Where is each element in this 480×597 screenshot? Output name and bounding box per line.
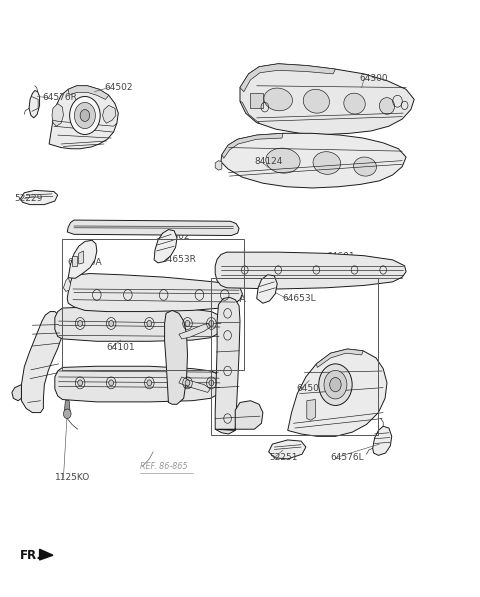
Text: 64576R: 64576R [42, 93, 77, 102]
Polygon shape [316, 349, 363, 367]
Polygon shape [215, 401, 263, 430]
Polygon shape [165, 310, 188, 404]
Polygon shape [63, 278, 71, 291]
Polygon shape [21, 190, 58, 205]
Polygon shape [68, 86, 109, 100]
Text: 64502: 64502 [104, 83, 132, 92]
Circle shape [109, 380, 114, 386]
Circle shape [147, 321, 152, 327]
Polygon shape [79, 251, 84, 264]
Text: 64576L: 64576L [331, 453, 364, 462]
Ellipse shape [354, 157, 376, 176]
Polygon shape [240, 64, 414, 134]
Text: 52251: 52251 [270, 453, 298, 462]
Polygon shape [64, 401, 70, 411]
Ellipse shape [266, 148, 300, 173]
Circle shape [319, 364, 352, 405]
Polygon shape [55, 307, 222, 341]
Ellipse shape [264, 88, 292, 111]
Polygon shape [215, 252, 406, 289]
Text: 64602: 64602 [161, 232, 190, 241]
Polygon shape [179, 324, 210, 339]
Polygon shape [307, 399, 315, 420]
Circle shape [80, 109, 90, 121]
Polygon shape [72, 256, 77, 266]
Polygon shape [240, 101, 260, 124]
Text: 64653L: 64653L [282, 294, 316, 303]
Circle shape [109, 321, 114, 327]
Polygon shape [154, 230, 177, 263]
Polygon shape [52, 104, 63, 126]
Circle shape [209, 380, 214, 386]
Bar [62, 239, 244, 370]
Text: 64300: 64300 [360, 74, 388, 83]
Polygon shape [29, 91, 39, 118]
Text: 52229: 52229 [15, 194, 43, 203]
Polygon shape [221, 133, 406, 188]
Text: 1125KO: 1125KO [55, 473, 90, 482]
Circle shape [70, 97, 100, 134]
Ellipse shape [379, 98, 395, 114]
Text: REF. 86-865: REF. 86-865 [140, 462, 187, 471]
Polygon shape [240, 64, 336, 92]
Text: FR.: FR. [20, 549, 42, 562]
Polygon shape [215, 297, 240, 434]
Polygon shape [67, 273, 242, 312]
Text: 64619A: 64619A [211, 295, 246, 304]
Circle shape [209, 321, 214, 327]
Polygon shape [49, 86, 118, 149]
Polygon shape [215, 161, 222, 170]
Text: 64501: 64501 [296, 384, 325, 393]
Bar [211, 278, 378, 435]
Polygon shape [222, 133, 283, 158]
Circle shape [74, 103, 96, 128]
Polygon shape [22, 312, 62, 413]
Ellipse shape [344, 93, 365, 114]
Polygon shape [12, 384, 22, 401]
Circle shape [78, 380, 83, 386]
Text: 64629A: 64629A [67, 259, 102, 267]
Text: 84124: 84124 [254, 158, 283, 167]
Polygon shape [372, 426, 392, 456]
Polygon shape [39, 549, 53, 560]
Polygon shape [103, 106, 116, 123]
Polygon shape [250, 94, 263, 108]
Circle shape [330, 377, 341, 392]
Text: 64101: 64101 [107, 343, 135, 352]
Text: 64653R: 64653R [161, 256, 196, 264]
Text: 64601: 64601 [326, 253, 355, 261]
Circle shape [185, 321, 190, 327]
Circle shape [63, 409, 71, 418]
Ellipse shape [313, 152, 341, 174]
Circle shape [324, 370, 347, 399]
Polygon shape [269, 440, 306, 459]
Polygon shape [288, 349, 387, 436]
Ellipse shape [303, 90, 329, 113]
Polygon shape [68, 240, 97, 278]
Circle shape [78, 321, 83, 327]
Circle shape [185, 380, 190, 386]
Polygon shape [257, 275, 277, 303]
Polygon shape [179, 377, 210, 392]
Polygon shape [55, 366, 222, 402]
Polygon shape [67, 220, 239, 235]
Circle shape [147, 380, 152, 386]
